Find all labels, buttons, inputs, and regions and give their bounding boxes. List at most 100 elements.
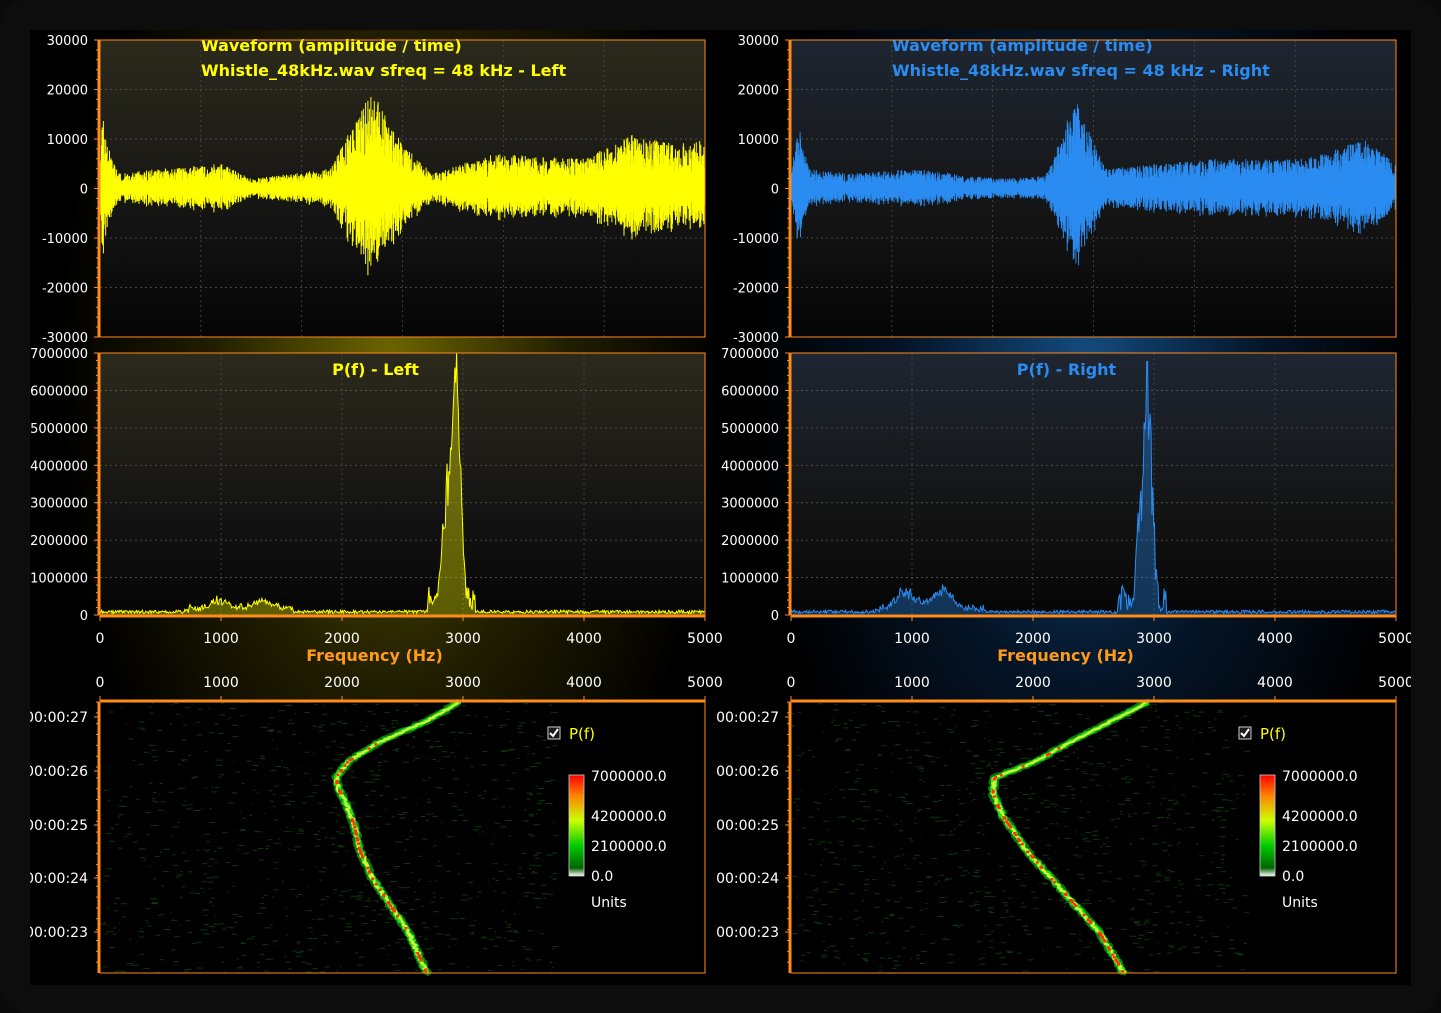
y-tick-label: 00:00:24 bbox=[716, 871, 779, 887]
x-tick-label: 1000 bbox=[894, 631, 930, 647]
spectrum-series bbox=[790, 360, 1397, 616]
y-tick-label: 7000000 bbox=[30, 347, 88, 362]
y-tick-label: 30000 bbox=[738, 34, 779, 49]
y-tick-label: 30000 bbox=[47, 34, 88, 49]
legend-units: Units bbox=[591, 895, 627, 911]
y-tick-label: -10000 bbox=[42, 232, 88, 247]
x-tick-label: 3000 bbox=[1136, 675, 1172, 691]
y-tick-label: 10000 bbox=[738, 133, 779, 148]
y-tick-label: 00:00:23 bbox=[716, 925, 779, 941]
spec-right-chart: 7000000600000050000004000000300000020000… bbox=[721, 347, 1411, 665]
legend-max: 7000000.0 bbox=[1282, 769, 1358, 785]
y-tick-label: 00:00:25 bbox=[716, 818, 779, 834]
x-tick-label: 0 bbox=[787, 675, 796, 691]
check-icon bbox=[549, 728, 559, 738]
spectrum-series bbox=[99, 352, 706, 616]
y-tick-label: 00:00:26 bbox=[716, 764, 779, 780]
x-tick-label: 1000 bbox=[203, 675, 239, 691]
y-tick-label: 00:00:27 bbox=[716, 710, 779, 726]
sg-left-chart: 0 1000 2000 3000 4000 5000 00:00:27 00:00:26 00:… bbox=[30, 675, 723, 977]
spectrogram-hotspots bbox=[991, 747, 1125, 973]
spectrogram-hotspots bbox=[335, 743, 428, 973]
y-tick-label: 0 bbox=[80, 609, 88, 624]
x-tick-label: 0 bbox=[787, 631, 796, 647]
y-tick-label: 1000000 bbox=[721, 572, 779, 587]
chart-panel: 30000 20000 10000 0 -10000 -20000 -30000 Wavefo… bbox=[30, 30, 1411, 985]
y-tick-label: 20000 bbox=[47, 84, 88, 99]
y-tick-label: 00:00:26 bbox=[30, 764, 88, 780]
x-tick-label: 0 bbox=[96, 631, 105, 647]
legend-mid: 4200000.0 bbox=[1282, 809, 1358, 825]
wave-left-chart: 30000 20000 10000 0 -10000 -20000 -30000 Wavefo… bbox=[42, 34, 706, 346]
color-legend: P(f) 7000000.0 4200000.0 2100000.0 0.0 Units bbox=[1238, 725, 1358, 911]
sg-right-chart: 0 1000 2000 3000 4000 5000 00:00:27 00:00:26 00:… bbox=[716, 675, 1411, 976]
x-axis-label: Frequency (Hz) bbox=[306, 646, 443, 665]
plot-area bbox=[100, 353, 705, 615]
y-tick-label: 4000000 bbox=[721, 459, 779, 474]
y-tick-label: 4000000 bbox=[30, 459, 88, 474]
y-tick-label: -30000 bbox=[42, 331, 88, 346]
chart-title: P(f) - Left bbox=[332, 360, 419, 379]
legend-series-label: P(f) bbox=[569, 725, 595, 743]
chart-subtitle: Whistle_48kHz.wav sfreq = 48 kHz - Left bbox=[201, 61, 566, 80]
x-tick-label: 3000 bbox=[445, 675, 481, 691]
legend-low: 2100000.0 bbox=[1282, 839, 1358, 855]
y-tick-label: 7000000 bbox=[721, 347, 779, 362]
x-tick-label: 5000 bbox=[1378, 631, 1411, 647]
legend-min: 0.0 bbox=[591, 869, 613, 885]
y-tick-label: 1000000 bbox=[30, 572, 88, 587]
x-tick-label: 2000 bbox=[324, 675, 360, 691]
y-tick-label: 3000000 bbox=[721, 497, 779, 512]
y-tick-label: 00:00:24 bbox=[30, 871, 88, 887]
legend-series-label: P(f) bbox=[1260, 725, 1286, 743]
spectrogram-trace bbox=[990, 700, 1148, 975]
check-icon bbox=[1240, 728, 1250, 738]
chart-title: Waveform (amplitude / time) bbox=[201, 36, 462, 55]
y-tick-label: 20000 bbox=[738, 84, 779, 99]
x-tick-label: 3000 bbox=[445, 631, 481, 647]
chart-title: Waveform (amplitude / time) bbox=[892, 36, 1153, 55]
spec-left-chart: 7000000600000050000004000000300000020000… bbox=[30, 347, 723, 665]
legend-mid: 4200000.0 bbox=[591, 809, 667, 825]
legend-low: 2100000.0 bbox=[591, 839, 667, 855]
y-tick-label: 0 bbox=[80, 183, 88, 198]
chart-title: P(f) - Right bbox=[1017, 360, 1117, 379]
x-tick-label: 2000 bbox=[1015, 675, 1051, 691]
color-legend: P(f) 7000000.0 4200000.0 2100000.0 0.0 Units bbox=[547, 725, 667, 911]
plot-area bbox=[791, 702, 1396, 973]
x-tick-label: 4000 bbox=[1257, 675, 1293, 691]
y-tick-label: -20000 bbox=[733, 282, 779, 297]
y-tick-label: 2000000 bbox=[30, 534, 88, 549]
spectrogram-noise bbox=[791, 701, 1251, 974]
y-tick-label: 6000000 bbox=[721, 384, 779, 399]
x-tick-label: 2000 bbox=[1015, 631, 1051, 647]
y-tick-label: -20000 bbox=[42, 282, 88, 297]
y-tick-label: 00:00:27 bbox=[30, 710, 88, 726]
legend-max: 7000000.0 bbox=[591, 769, 667, 785]
y-tick-label: 10000 bbox=[47, 133, 88, 148]
legend-colorbar bbox=[568, 774, 585, 877]
wave-right-chart: 30000 20000 10000 0 -10000 -20000 -30000 Wavefo… bbox=[733, 34, 1397, 346]
x-tick-label: 4000 bbox=[1257, 631, 1293, 647]
y-tick-label: 0 bbox=[771, 183, 779, 198]
legend-min: 0.0 bbox=[1282, 869, 1304, 885]
y-tick-label: 2000000 bbox=[721, 534, 779, 549]
x-tick-label: 2000 bbox=[324, 631, 360, 647]
y-tick-label: -30000 bbox=[733, 331, 779, 346]
x-tick-label: 1000 bbox=[894, 675, 930, 691]
x-tick-label: 5000 bbox=[687, 631, 723, 647]
y-tick-label: 5000000 bbox=[721, 422, 779, 437]
charts-canvas: 3000020000100000-10000-20000-30000Wavefo… bbox=[30, 34, 1411, 977]
y-tick-label: 00:00:25 bbox=[30, 818, 88, 834]
x-tick-label: 5000 bbox=[1378, 675, 1411, 691]
x-tick-label: 4000 bbox=[566, 631, 602, 647]
legend-colorbar bbox=[1259, 774, 1276, 877]
legend-units: Units bbox=[1282, 895, 1318, 911]
x-tick-label: 1000 bbox=[203, 631, 239, 647]
y-tick-label: 00:00:23 bbox=[30, 925, 88, 941]
y-tick-label: 3000000 bbox=[30, 497, 88, 512]
chart-subtitle: Whistle_48kHz.wav sfreq = 48 kHz - Right bbox=[892, 61, 1270, 80]
y-tick-label: 5000000 bbox=[30, 422, 88, 437]
x-tick-label: 3000 bbox=[1136, 631, 1172, 647]
